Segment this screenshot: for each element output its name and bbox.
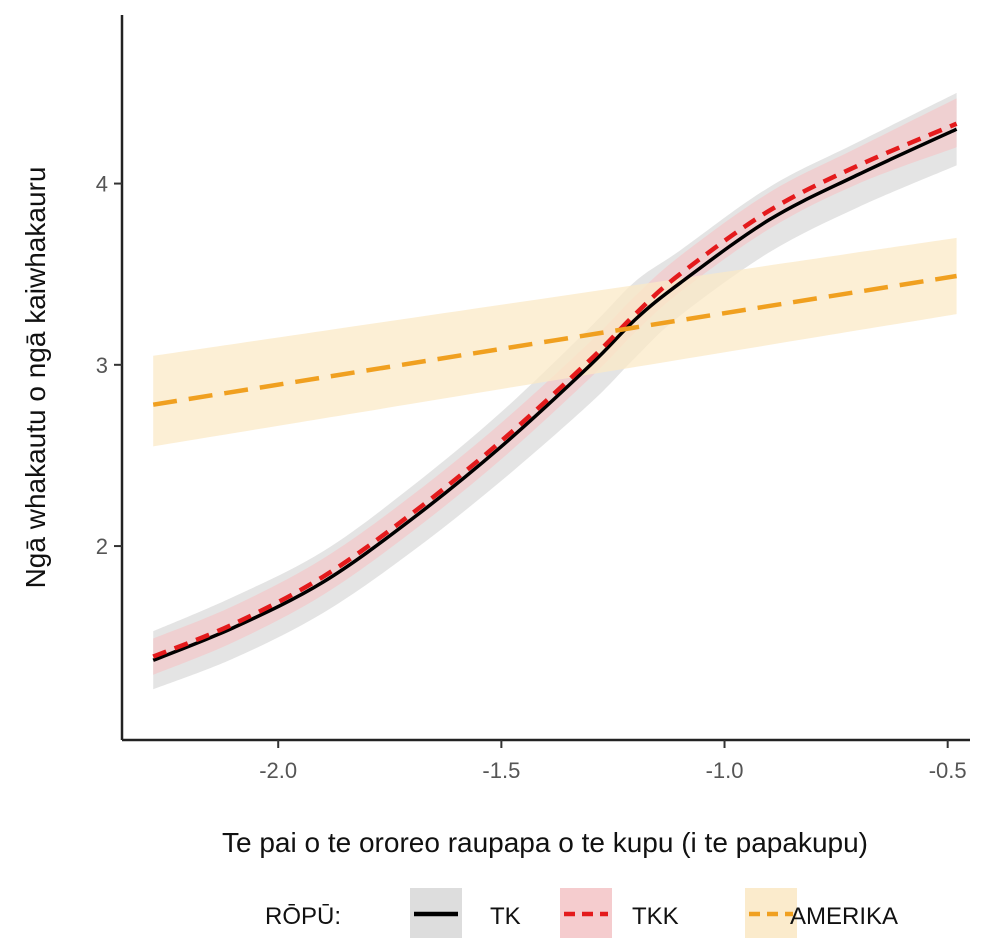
confidence-band-tkk <box>153 98 957 675</box>
legend-label-tk: TK <box>490 903 521 930</box>
legend-label-tkk: TKK <box>632 903 679 930</box>
y-tick-label: 2 <box>96 534 108 559</box>
x-axis-title: Te pai o te ororeo raupapa o te kupu (i … <box>222 827 868 858</box>
x-tick-label: -0.5 <box>929 758 967 783</box>
y-axis-title: Ngā whakautu o ngā kaiwhakauru <box>20 167 51 589</box>
y-tick-label: 4 <box>96 172 108 197</box>
x-tick-label: -1.0 <box>706 758 744 783</box>
line-layer <box>152 121 958 662</box>
legend-label-amerika: AMERIKA <box>790 903 898 930</box>
x-tick-label: -1.5 <box>482 758 520 783</box>
x-tick-label: -2.0 <box>259 758 297 783</box>
series-line-tk <box>152 127 958 662</box>
y-tick-label: 3 <box>96 353 108 378</box>
legend: RŌPŪ: TK TKK AMERIKA <box>265 888 898 938</box>
axes-layer: 2 3 4 -2.0 -1.5 -1.0 -0.5 <box>96 15 970 783</box>
series-line-tkk <box>152 121 958 659</box>
legend-title: RŌPŪ: <box>265 903 341 930</box>
series-line-amerika <box>152 273 957 407</box>
